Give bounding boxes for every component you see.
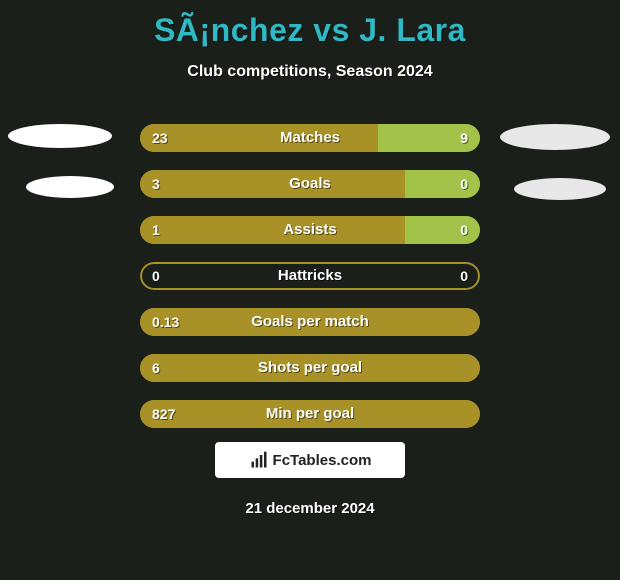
stat-row: 00Hattricks (140, 262, 480, 290)
player1-name: SÃ¡nchez (154, 12, 304, 48)
stat-label: Matches (140, 124, 480, 152)
brand-text: FcTables.com (273, 452, 372, 469)
stat-row: 827Min per goal (140, 400, 480, 428)
chart-icon (249, 450, 269, 470)
stat-row: 0.13Goals per match (140, 308, 480, 336)
comparison-card: SÃ¡nchez vs J. Lara Club competitions, S… (0, 0, 620, 580)
stat-label: Assists (140, 216, 480, 244)
stat-label: Hattricks (140, 262, 480, 290)
stat-label: Shots per goal (140, 354, 480, 382)
stat-label: Goals per match (140, 308, 480, 336)
brand-badge: FcTables.com (215, 442, 405, 478)
player2-name: J. Lara (359, 12, 466, 48)
stat-row: 10Assists (140, 216, 480, 244)
player1-icon-2 (26, 176, 114, 198)
stat-label: Goals (140, 170, 480, 198)
stat-row: 30Goals (140, 170, 480, 198)
stat-label: Min per goal (140, 400, 480, 428)
player2-icon-2 (514, 178, 606, 200)
subtitle: Club competitions, Season 2024 (0, 63, 620, 81)
stat-row: 239Matches (140, 124, 480, 152)
player1-icon-1 (8, 124, 112, 148)
page-title: SÃ¡nchez vs J. Lara (0, 12, 620, 49)
player2-icon-1 (500, 124, 610, 150)
date-text: 21 december 2024 (0, 500, 620, 517)
vs-text: vs (313, 12, 350, 48)
stats-container: 239Matches 30Goals 10Assists 00Hattricks 0.1… (140, 124, 480, 446)
stat-row: 6Shots per goal (140, 354, 480, 382)
